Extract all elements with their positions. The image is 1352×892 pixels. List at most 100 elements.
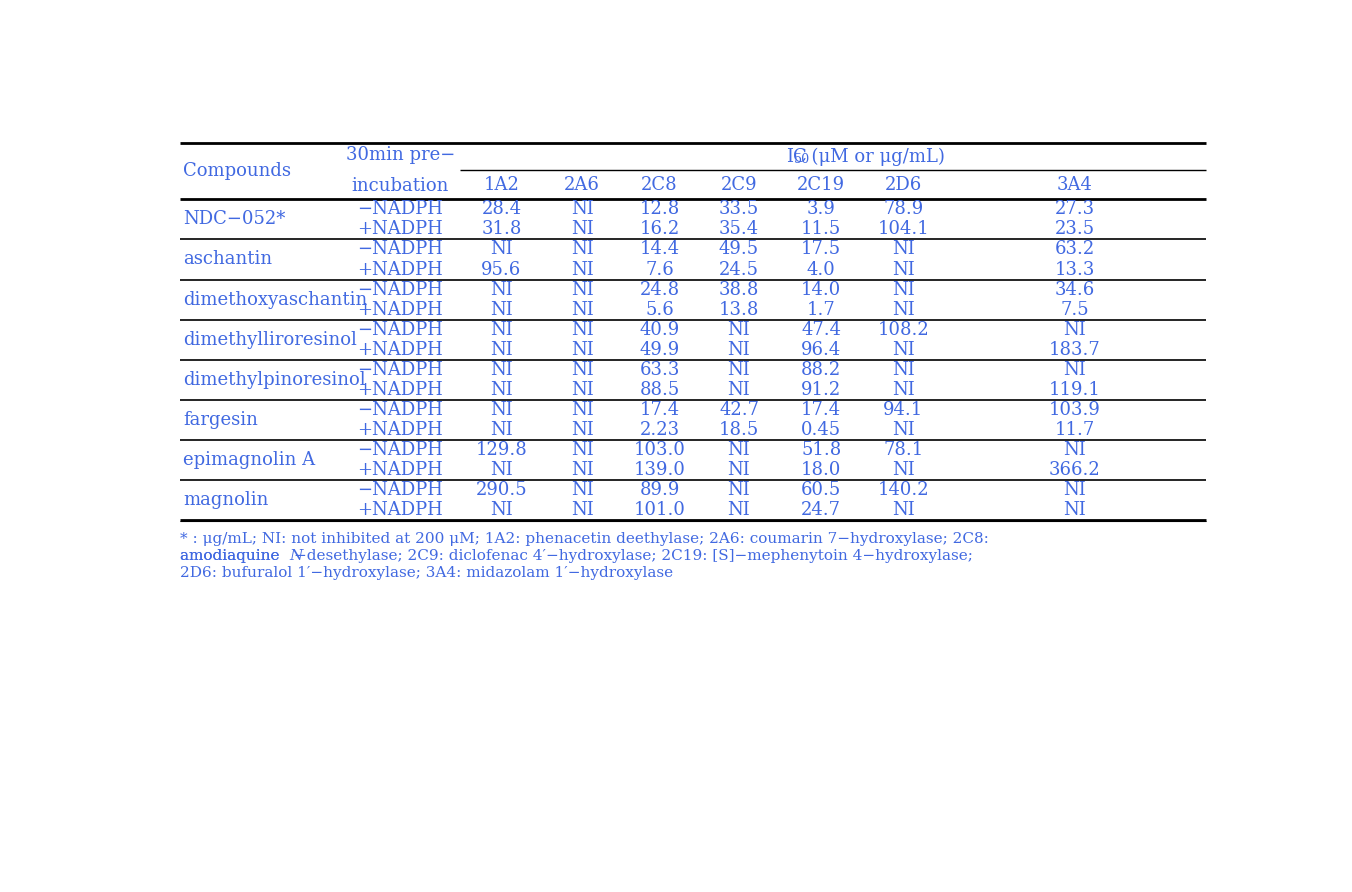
- Text: +NADPH: +NADPH: [357, 220, 443, 238]
- Text: NI: NI: [489, 360, 512, 378]
- Text: NI: NI: [489, 280, 512, 299]
- Text: 2D6: bufuralol 1′−hydroxylase; 3A4: midazolam 1′−hydroxylase: 2D6: bufuralol 1′−hydroxylase; 3A4: mida…: [180, 566, 673, 580]
- Text: 3A4: 3A4: [1057, 176, 1092, 194]
- Text: 13.3: 13.3: [1055, 260, 1095, 278]
- Text: 104.1: 104.1: [877, 220, 929, 238]
- Text: NI: NI: [571, 401, 594, 418]
- Text: 5.6: 5.6: [645, 301, 673, 318]
- Text: NI: NI: [727, 360, 750, 378]
- Text: NI: NI: [571, 441, 594, 458]
- Text: −NADPH: −NADPH: [357, 481, 443, 499]
- Text: 103.0: 103.0: [634, 441, 685, 458]
- Text: NI: NI: [571, 360, 594, 378]
- Text: 47.4: 47.4: [802, 320, 841, 339]
- Text: NI: NI: [489, 500, 512, 519]
- Text: NI: NI: [892, 360, 915, 378]
- Text: 95.6: 95.6: [481, 260, 522, 278]
- Text: −NADPH: −NADPH: [357, 401, 443, 418]
- Text: NI: NI: [571, 381, 594, 399]
- Text: 60.5: 60.5: [800, 481, 841, 499]
- Text: 2.23: 2.23: [639, 421, 680, 439]
- Text: +NADPH: +NADPH: [357, 381, 443, 399]
- Text: NI: NI: [1064, 481, 1087, 499]
- Text: 1A2: 1A2: [484, 176, 519, 194]
- Text: 30min pre−: 30min pre−: [346, 146, 456, 164]
- Text: 38.8: 38.8: [719, 280, 760, 299]
- Text: NI: NI: [1064, 360, 1087, 378]
- Text: 23.5: 23.5: [1055, 220, 1095, 238]
- Text: 16.2: 16.2: [639, 220, 680, 238]
- Text: NI: NI: [571, 260, 594, 278]
- Text: 94.1: 94.1: [883, 401, 923, 418]
- Text: −NADPH: −NADPH: [357, 441, 443, 458]
- Text: dimethylliroresinol: dimethylliroresinol: [183, 331, 357, 349]
- Text: 24.5: 24.5: [719, 260, 758, 278]
- Text: 17.5: 17.5: [802, 241, 841, 259]
- Text: 7.5: 7.5: [1061, 301, 1090, 318]
- Text: NI: NI: [892, 280, 915, 299]
- Text: * : μg/mL; NI: not inhibited at 200 μM; 1A2: phenacetin deethylase; 2A6: coumari: * : μg/mL; NI: not inhibited at 200 μM; …: [180, 533, 988, 546]
- Text: 40.9: 40.9: [639, 320, 680, 339]
- Text: (μM or μg/mL): (μM or μg/mL): [799, 147, 945, 166]
- Text: incubation: incubation: [352, 178, 449, 195]
- Text: 12.8: 12.8: [639, 201, 680, 219]
- Text: NI: NI: [571, 301, 594, 318]
- Text: 18.5: 18.5: [719, 421, 758, 439]
- Text: 129.8: 129.8: [476, 441, 527, 458]
- Text: 96.4: 96.4: [800, 341, 841, 359]
- Text: −NADPH: −NADPH: [357, 320, 443, 339]
- Text: −NADPH: −NADPH: [357, 360, 443, 378]
- Text: 140.2: 140.2: [877, 481, 929, 499]
- Text: 17.4: 17.4: [639, 401, 680, 418]
- Text: 34.6: 34.6: [1055, 280, 1095, 299]
- Text: +NADPH: +NADPH: [357, 301, 443, 318]
- Text: 14.4: 14.4: [639, 241, 680, 259]
- Text: 101.0: 101.0: [634, 500, 685, 519]
- Text: 108.2: 108.2: [877, 320, 929, 339]
- Text: 14.0: 14.0: [800, 280, 841, 299]
- Text: 49.9: 49.9: [639, 341, 680, 359]
- Text: 24.8: 24.8: [639, 280, 680, 299]
- Text: NI: NI: [727, 460, 750, 479]
- Text: 3.9: 3.9: [807, 201, 836, 219]
- Text: epimagnolin A: epimagnolin A: [183, 450, 315, 468]
- Text: 50: 50: [794, 153, 810, 166]
- Text: 18.0: 18.0: [800, 460, 841, 479]
- Text: NI: NI: [727, 381, 750, 399]
- Text: −NADPH: −NADPH: [357, 201, 443, 219]
- Text: NI: NI: [571, 280, 594, 299]
- Text: NI: NI: [1064, 500, 1087, 519]
- Text: NI: NI: [1064, 320, 1087, 339]
- Text: NI: NI: [892, 460, 915, 479]
- Text: 78.1: 78.1: [883, 441, 923, 458]
- Text: NI: NI: [892, 260, 915, 278]
- Text: dimethylpinoresinol: dimethylpinoresinol: [183, 370, 365, 389]
- Text: 7.6: 7.6: [645, 260, 673, 278]
- Text: 11.7: 11.7: [1055, 421, 1095, 439]
- Text: NI: NI: [727, 481, 750, 499]
- Text: 0.45: 0.45: [802, 421, 841, 439]
- Text: 51.8: 51.8: [800, 441, 841, 458]
- Text: NI: NI: [727, 320, 750, 339]
- Text: NI: NI: [571, 241, 594, 259]
- Text: amodiaquine: amodiaquine: [180, 549, 289, 563]
- Text: 63.2: 63.2: [1055, 241, 1095, 259]
- Text: N: N: [289, 549, 303, 563]
- Text: 42.7: 42.7: [719, 401, 758, 418]
- Text: 139.0: 139.0: [634, 460, 685, 479]
- Text: 89.9: 89.9: [639, 481, 680, 499]
- Text: NI: NI: [892, 500, 915, 519]
- Text: 13.8: 13.8: [719, 301, 760, 318]
- Text: 366.2: 366.2: [1049, 460, 1101, 479]
- Text: NI: NI: [489, 341, 512, 359]
- Text: NI: NI: [489, 241, 512, 259]
- Text: NI: NI: [1064, 441, 1087, 458]
- Text: NI: NI: [571, 421, 594, 439]
- Text: NI: NI: [571, 320, 594, 339]
- Text: +NADPH: +NADPH: [357, 460, 443, 479]
- Text: 35.4: 35.4: [719, 220, 758, 238]
- Text: amodiaquine: amodiaquine: [180, 549, 289, 563]
- Text: 2C19: 2C19: [798, 176, 845, 194]
- Text: +NADPH: +NADPH: [357, 421, 443, 439]
- Text: 24.7: 24.7: [802, 500, 841, 519]
